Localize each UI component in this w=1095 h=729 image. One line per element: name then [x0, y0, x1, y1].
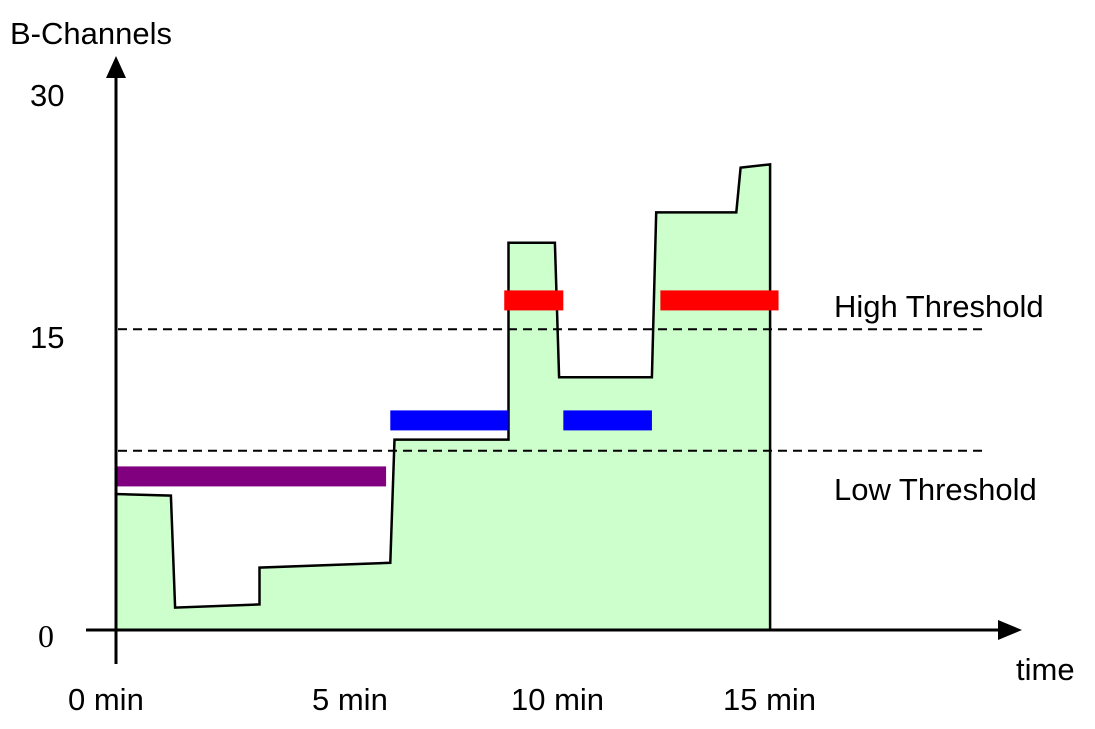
x-tick-label: 15 min — [723, 682, 816, 717]
interval-bar — [504, 290, 564, 311]
y-tick-label: 0 — [38, 618, 54, 654]
x-axis-label: time — [1016, 652, 1075, 687]
x-axis-arrow-icon — [998, 620, 1022, 640]
x-tick-label: 0 min — [68, 682, 144, 717]
interval-bar — [390, 410, 509, 431]
y-tick-label: 30 — [30, 78, 64, 113]
interval-bar — [563, 410, 652, 431]
x-tick-label: 10 min — [511, 682, 604, 717]
y-tick-label: 15 — [30, 320, 64, 355]
interval-bar — [660, 290, 779, 311]
y-axis-label: B-Channels — [10, 16, 172, 51]
x-tick-label: 5 min — [312, 682, 388, 717]
y-axis-arrow-icon — [106, 56, 126, 78]
usage-area — [114, 163, 772, 632]
low-threshold-label: Low Threshold — [834, 472, 1037, 507]
interval-bars — [116, 290, 779, 487]
interval-bar — [116, 466, 387, 487]
high-threshold-label: High Threshold — [834, 289, 1044, 324]
